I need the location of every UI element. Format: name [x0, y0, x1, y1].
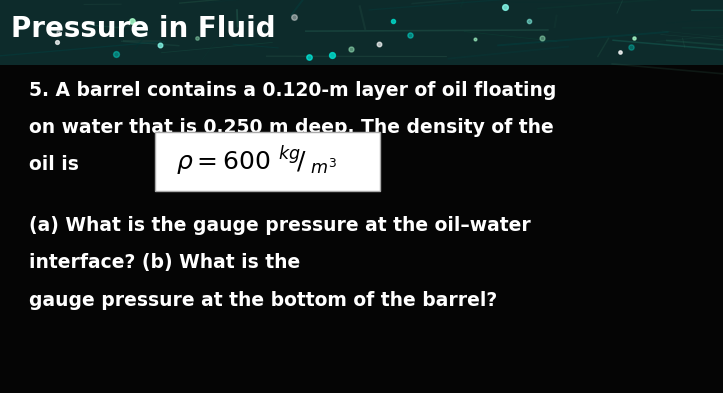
Text: Pressure in Fluid: Pressure in Fluid — [11, 15, 275, 43]
Point — [629, 35, 641, 41]
Point — [404, 32, 416, 39]
Point — [327, 52, 338, 59]
Point — [288, 14, 299, 20]
Point — [111, 50, 122, 57]
Text: on water that is 0.250 m deep. The density of the: on water that is 0.250 m deep. The densi… — [29, 118, 554, 137]
Point — [387, 18, 398, 24]
Point — [127, 18, 138, 24]
Point — [523, 18, 535, 24]
Point — [625, 44, 637, 50]
FancyBboxPatch shape — [155, 132, 380, 191]
Point — [500, 4, 511, 10]
Point — [155, 41, 166, 48]
Point — [304, 53, 315, 60]
Point — [51, 39, 63, 45]
Bar — [0, 0, 723, 65]
Point — [52, 29, 64, 35]
Text: interface? (b) What is the: interface? (b) What is the — [29, 253, 300, 272]
Point — [191, 35, 202, 41]
Point — [373, 40, 385, 47]
Text: (a) What is the gauge pressure at the oil–water: (a) What is the gauge pressure at the oi… — [29, 216, 531, 235]
Text: $\rho = 600\ ^{kg}\!/_{\ m^3}$: $\rho = 600\ ^{kg}\!/_{\ m^3}$ — [176, 144, 338, 178]
Text: oil is: oil is — [29, 155, 79, 174]
Point — [469, 36, 481, 42]
Point — [614, 49, 625, 55]
Point — [536, 35, 547, 41]
Text: gauge pressure at the bottom of the barrel?: gauge pressure at the bottom of the barr… — [29, 291, 497, 310]
Text: 5. A barrel contains a 0.120-m layer of oil floating: 5. A barrel contains a 0.120-m layer of … — [29, 81, 556, 99]
Point — [346, 46, 357, 52]
